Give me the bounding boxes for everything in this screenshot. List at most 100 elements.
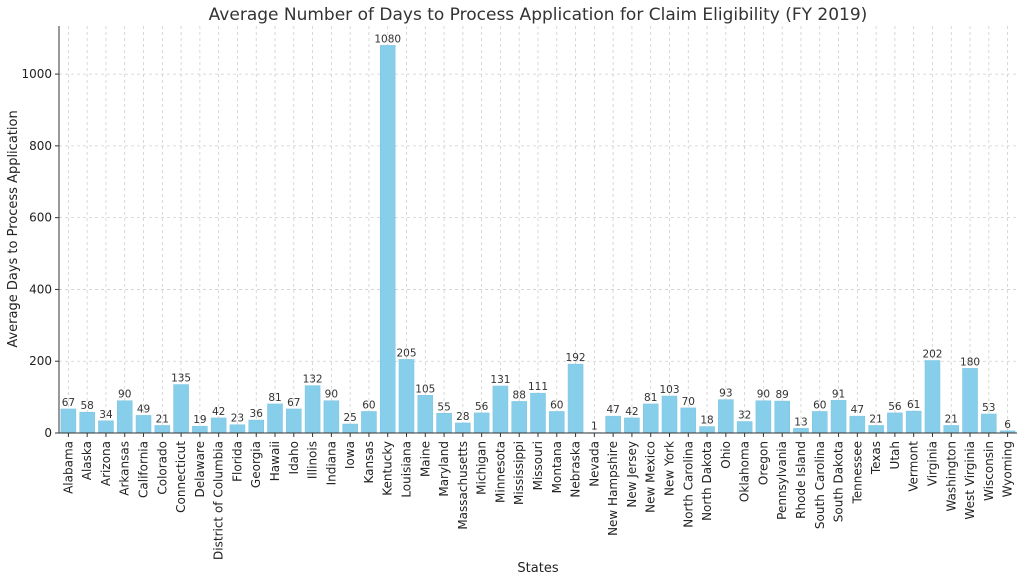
bar-value-label: 105 [415, 383, 435, 395]
grid [59, 26, 1017, 434]
y-tick-label: 600 [29, 211, 52, 225]
bar-value-label: 90 [325, 389, 338, 401]
bar [286, 408, 302, 434]
bar-value-label: 93 [719, 388, 732, 400]
bar [304, 385, 321, 434]
x-tick-label: Mississippi [512, 441, 526, 505]
x-tick-label: Washington [944, 441, 958, 512]
bar [135, 415, 152, 434]
bar-value-label: 47 [606, 404, 619, 416]
x-tick-label: Georgia [249, 441, 263, 488]
bar-value-label: 60 [813, 399, 826, 411]
x-tick-label: Oregon [756, 441, 770, 485]
x-tick-label: Michigan [475, 441, 489, 495]
bar [398, 359, 415, 434]
bar [192, 425, 208, 434]
y-axis-label: Average Days to Process Application [6, 110, 21, 347]
bar-value-label: 6 [1004, 419, 1011, 431]
bar [567, 363, 584, 434]
bar-value-label: 42 [212, 406, 225, 418]
bar-value-label: 32 [738, 410, 751, 422]
bar-value-label: 192 [566, 352, 586, 364]
bar-value-label: 90 [118, 389, 131, 401]
x-tick-label: Wisconsin [982, 441, 996, 501]
bar-value-label: 55 [437, 401, 450, 413]
bar-value-label: 34 [99, 409, 113, 421]
bar [718, 399, 734, 434]
x-tick-label: Alaska [80, 441, 94, 480]
bar [661, 395, 678, 434]
x-tick-label: Nebraska [569, 441, 583, 498]
x-tick-label: Massachusetts [456, 441, 470, 530]
x-tick-label: Alabama [61, 441, 75, 494]
x-axis-label: States [517, 561, 558, 576]
bar [680, 407, 697, 434]
bar [342, 423, 358, 434]
bar-value-label: 36 [250, 408, 264, 420]
bar-value-label: 58 [80, 400, 93, 412]
x-tick-label: Montana [550, 441, 564, 493]
x-tick-label: Utah [888, 441, 902, 469]
bar-value-label: 61 [907, 399, 920, 411]
bar-value-label: 60 [550, 399, 563, 411]
bar-value-label: 23 [231, 413, 244, 425]
bar [530, 392, 546, 434]
bar-value-label: 131 [490, 374, 510, 386]
x-tick-label: Colorado [155, 441, 169, 495]
bar-value-label: 13 [794, 416, 807, 428]
x-tick-label: Hawaii [268, 441, 282, 481]
x-tick-label: Pennsylvania [775, 441, 789, 520]
x-tick-label: Arkansas [118, 441, 132, 496]
bar-value-label: 47 [851, 404, 864, 416]
bar-value-label: 81 [268, 392, 281, 404]
x-tick-label: Nevada [587, 441, 601, 487]
bar-value-label: 1 [591, 421, 598, 433]
bar [379, 45, 396, 434]
bar-value-label: 103 [659, 384, 679, 396]
bar [248, 419, 264, 434]
y-tick-label: 1000 [21, 67, 52, 81]
x-tick-label: New Mexico [644, 441, 658, 513]
bar [793, 428, 809, 434]
x-tick-label: North Dakota [700, 441, 714, 521]
bar [210, 417, 227, 434]
bar-value-label: 56 [475, 401, 489, 413]
bar [755, 400, 772, 434]
bar [154, 425, 171, 434]
x-tick-label: Iowa [343, 441, 357, 469]
bar-value-label: 21 [945, 413, 958, 425]
x-tick-label: New York [662, 441, 676, 496]
bar-value-label: 1080 [374, 33, 401, 45]
bar [361, 411, 377, 434]
bar-value-label: 19 [193, 414, 206, 426]
bar-value-label: 49 [137, 403, 150, 415]
bar-value-label: 135 [171, 373, 191, 385]
x-tick-label: District of Columbia [212, 441, 226, 560]
bar [962, 368, 978, 434]
x-tick-label: Florida [230, 441, 244, 482]
x-tick-label: Maine [418, 441, 432, 477]
x-tick-label: Vermont [907, 441, 921, 492]
x-tick-label: Louisiana [400, 441, 414, 498]
bar [830, 400, 847, 434]
x-tick-label: Illinois [306, 441, 320, 479]
bar-value-label: 42 [625, 406, 638, 418]
x-tick-label: Minnesota [493, 441, 507, 503]
x-tick-label: Virginia [925, 441, 939, 486]
bar [60, 408, 77, 434]
bar-value-label: 89 [776, 389, 789, 401]
bar [981, 413, 997, 434]
bar [605, 415, 621, 434]
bar [511, 401, 527, 434]
axes: 0 200 400 600 800 1000 Alabama Alaska Arizona Ark… [21, 26, 1017, 560]
y-tick-label: 400 [29, 282, 52, 296]
x-tick-label: Ohio [719, 441, 733, 469]
x-tick-label: North Carolina [681, 441, 695, 528]
x-tick-label: Wyoming [1001, 441, 1015, 497]
bar [943, 425, 960, 434]
bar-value-label: 60 [362, 399, 375, 411]
bar-value-label: 18 [700, 415, 713, 427]
bar-value-label: 202 [922, 349, 942, 361]
x-tick-label: Delaware [193, 441, 207, 498]
